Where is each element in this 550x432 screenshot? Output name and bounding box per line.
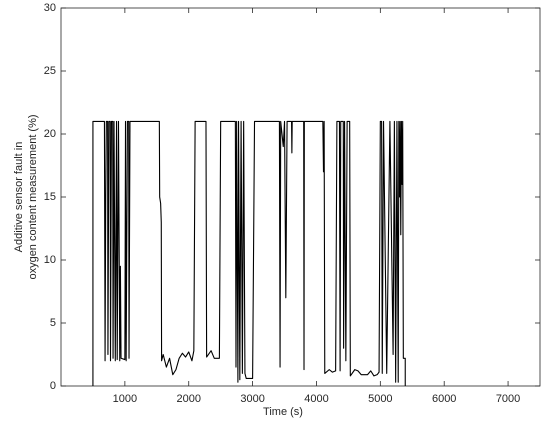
x-tick-label: 3000 xyxy=(240,393,264,405)
y-tick-label: 5 xyxy=(50,317,56,329)
x-tick-label: 6000 xyxy=(432,393,456,405)
y-tick-label: 10 xyxy=(44,254,56,266)
data-line xyxy=(92,120,406,386)
y-tick-label: 25 xyxy=(44,65,56,77)
y-tick-label: 0 xyxy=(50,380,56,392)
x-tick-label: 1000 xyxy=(113,393,137,405)
y-axis-label: oxygen content measurement (%) xyxy=(27,114,39,279)
y-axis-label: Additive sensor fault in xyxy=(13,142,25,253)
plot-frame xyxy=(60,7,541,387)
y-tick-label: 15 xyxy=(44,191,56,203)
x-tick-label: 7000 xyxy=(496,393,520,405)
x-tick-label: 5000 xyxy=(368,393,392,405)
x-tick-label: 4000 xyxy=(304,393,328,405)
y-tick-label: 30 xyxy=(44,2,56,14)
x-tick-label: 2000 xyxy=(176,393,200,405)
x-axis-label: Time (s) xyxy=(263,406,303,418)
y-tick-label: 20 xyxy=(44,128,56,140)
